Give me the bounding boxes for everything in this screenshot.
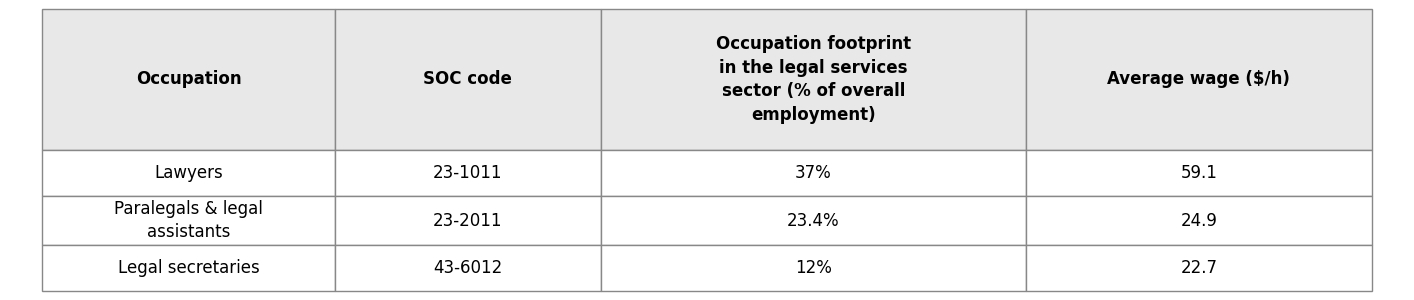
Bar: [601, 9, 1027, 150]
Text: 37%: 37%: [795, 164, 831, 182]
Text: 59.1: 59.1: [1181, 164, 1217, 182]
Bar: [335, 150, 601, 196]
Text: SOC code: SOC code: [423, 70, 512, 88]
Text: 23-2011: 23-2011: [433, 212, 502, 230]
Bar: [601, 196, 1027, 245]
Bar: [335, 245, 601, 291]
Text: 23-1011: 23-1011: [433, 164, 502, 182]
Bar: [42, 150, 335, 196]
Bar: [42, 9, 335, 150]
Bar: [42, 196, 335, 245]
Text: Occupation: Occupation: [136, 70, 242, 88]
Text: 43-6012: 43-6012: [433, 259, 502, 277]
Text: Average wage ($/h): Average wage ($/h): [1107, 70, 1290, 88]
Bar: [42, 245, 335, 291]
Text: 23.4%: 23.4%: [788, 212, 840, 230]
Bar: [335, 9, 601, 150]
Text: Occupation footprint
in the legal services
sector (% of overall
employment): Occupation footprint in the legal servic…: [715, 35, 911, 124]
Bar: [601, 245, 1027, 291]
Bar: [1027, 245, 1372, 291]
Text: 22.7: 22.7: [1181, 259, 1217, 277]
Bar: [1027, 150, 1372, 196]
Text: 24.9: 24.9: [1181, 212, 1217, 230]
Bar: [601, 150, 1027, 196]
Text: 12%: 12%: [795, 259, 831, 277]
Bar: [335, 196, 601, 245]
Text: Legal secretaries: Legal secretaries: [117, 259, 260, 277]
Text: Paralegals & legal
assistants: Paralegals & legal assistants: [115, 200, 263, 241]
Bar: [1027, 9, 1372, 150]
Text: Lawyers: Lawyers: [154, 164, 223, 182]
Bar: [1027, 196, 1372, 245]
